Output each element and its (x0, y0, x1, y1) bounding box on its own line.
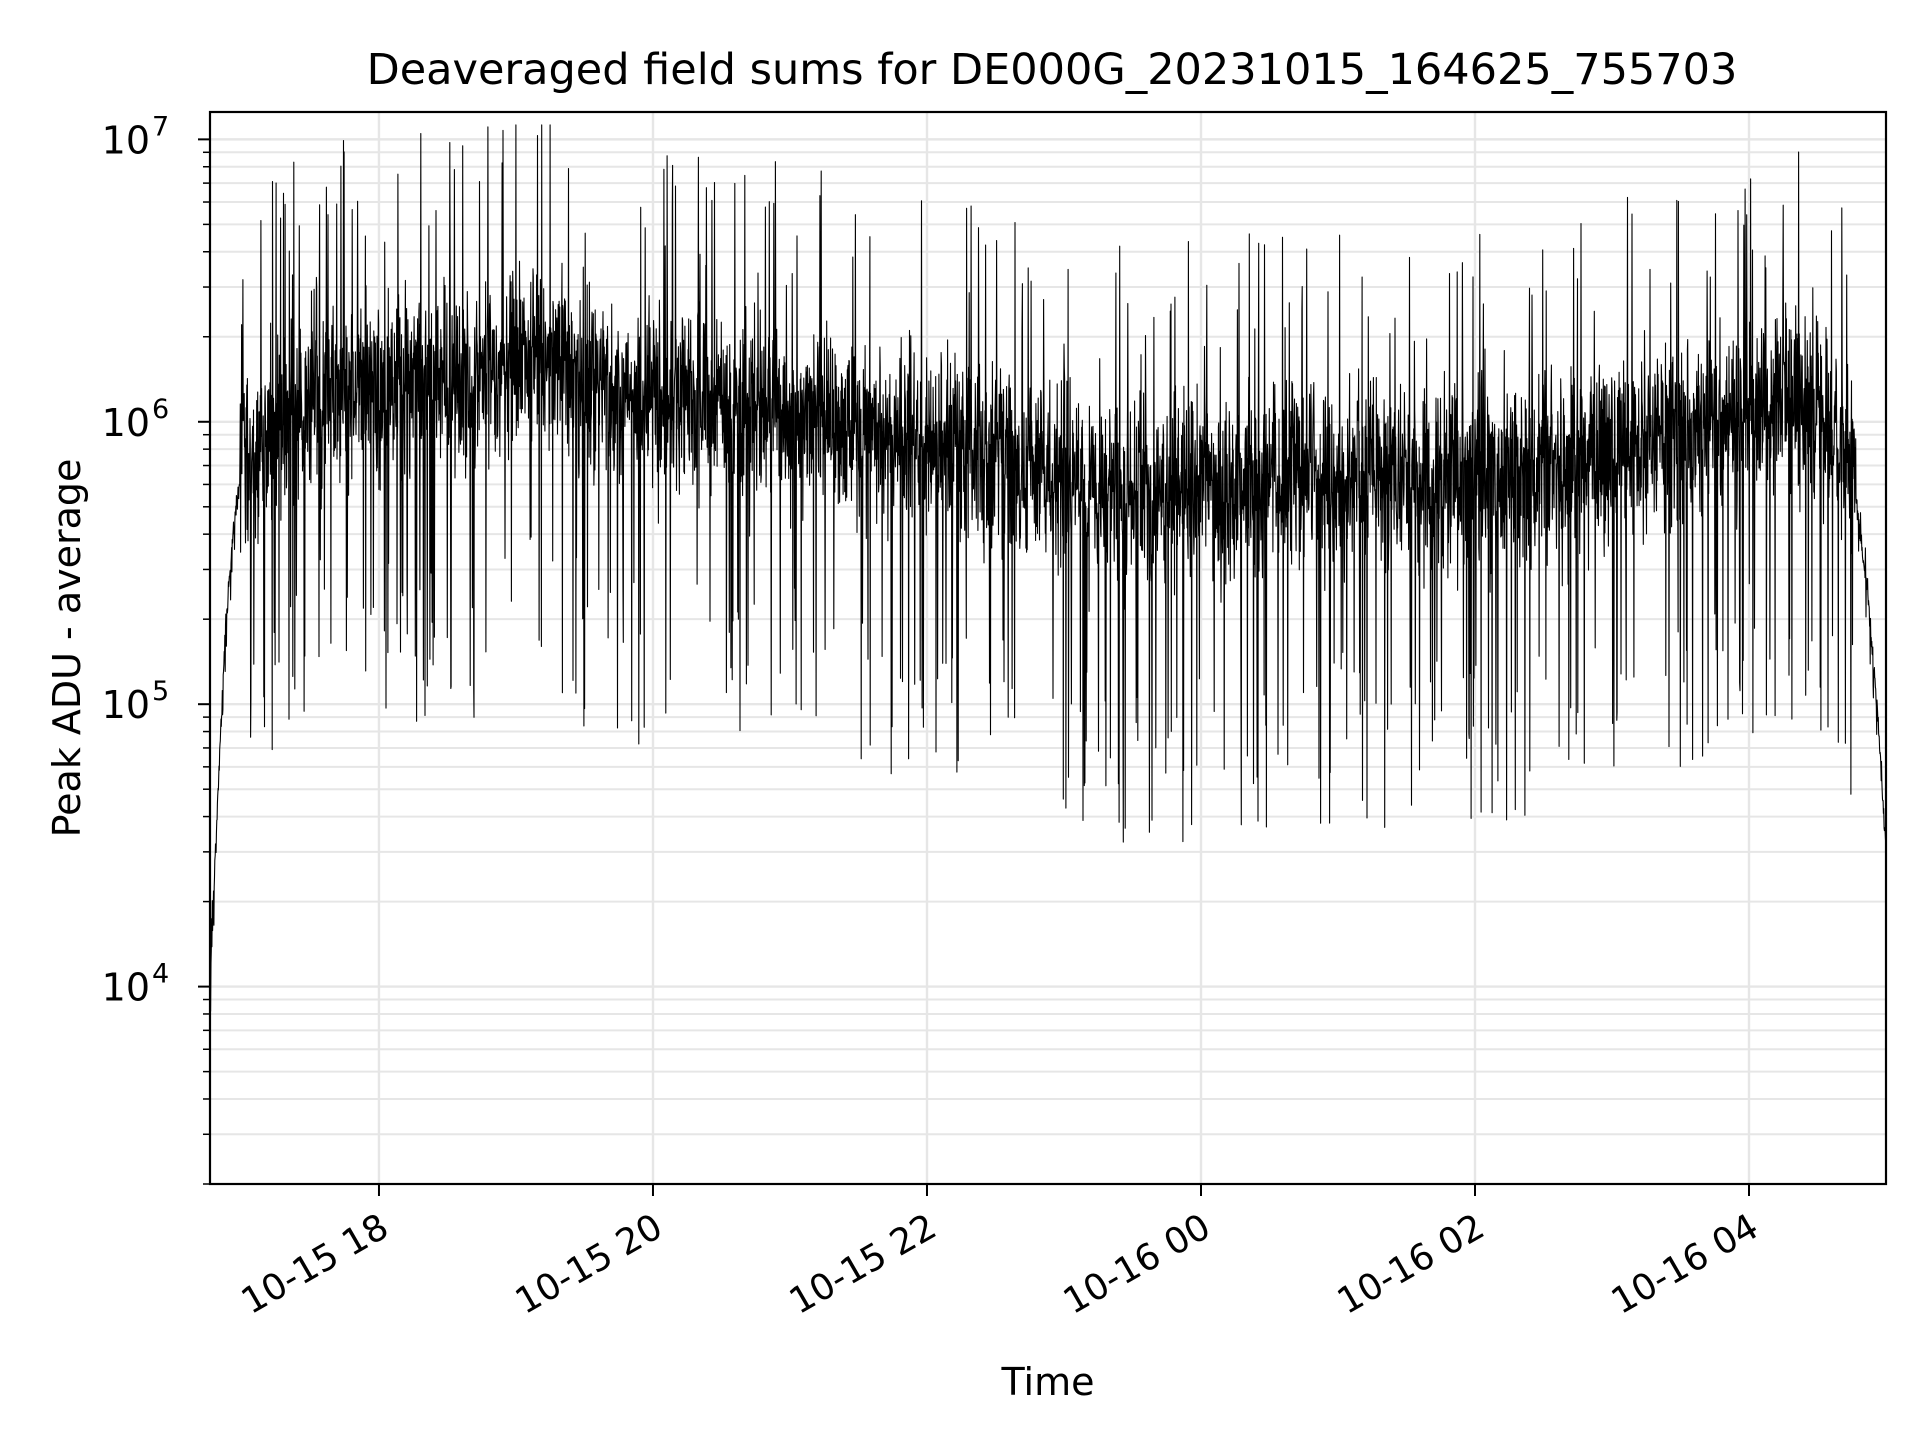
y-tick-label-exponent: 4 (152, 959, 169, 990)
plot-frame (208, 110, 1888, 1186)
chart-title: Deaveraged field sums for DE000G_2023101… (367, 45, 1738, 95)
y-tick-label: 10 (102, 401, 150, 445)
y-tick-label-exponent: 6 (152, 394, 169, 425)
y-tick-label: 10 (102, 966, 150, 1010)
y-tick-label: 10 (102, 118, 150, 162)
y-axis-label: Peak ADU - average (45, 459, 89, 838)
series-line (209, 124, 1887, 1012)
x-axis-label: Time (1001, 1360, 1095, 1404)
y-tick-label-exponent: 7 (152, 111, 169, 142)
y-tick-label-exponent: 5 (152, 676, 169, 707)
y-tick-label: 10 (102, 683, 150, 727)
series-layer (209, 124, 1887, 1012)
